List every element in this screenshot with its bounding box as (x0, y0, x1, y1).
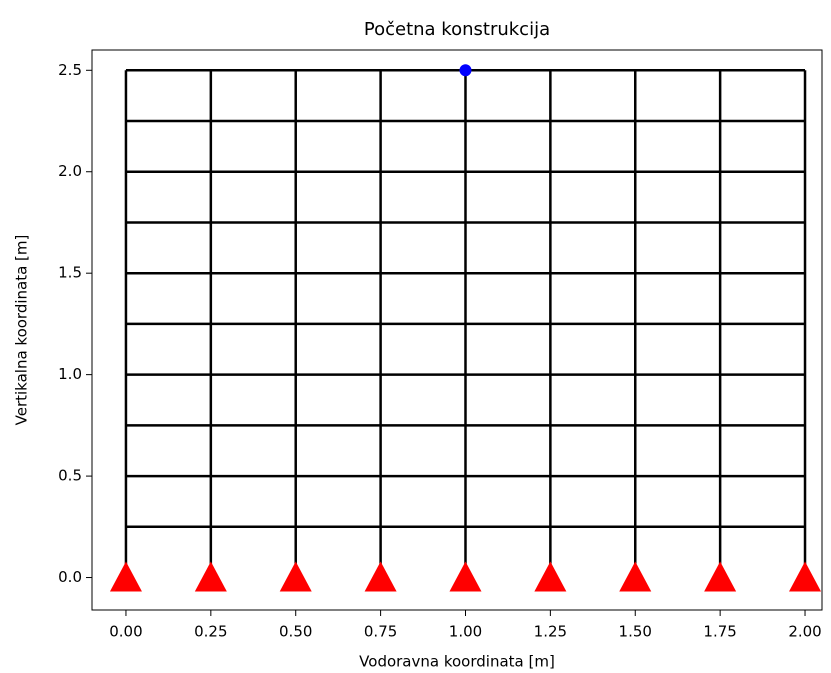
y-tick-label: 0.0 (58, 568, 82, 586)
y-tick-label: 2.0 (58, 162, 82, 180)
x-axis-label: Vodoravna koordinata [m] (359, 653, 555, 671)
support (449, 561, 482, 592)
x-tick-label: 1.25 (534, 623, 567, 641)
node-marker (459, 64, 472, 77)
support (364, 561, 397, 592)
x-tick-label: 1.50 (619, 623, 652, 641)
x-tick-label: 0.25 (194, 623, 227, 641)
y-axis-label: Vertikalna koordinata [m] (13, 235, 31, 426)
plot-frame (91, 49, 823, 611)
y-tick-label: 1.0 (58, 365, 82, 383)
y-tick-label: 2.5 (58, 61, 82, 79)
support (789, 561, 822, 592)
support (279, 561, 312, 592)
support (534, 561, 567, 592)
x-tick-label: 0.50 (279, 623, 312, 641)
x-tick-label: 1.75 (703, 623, 736, 641)
support (619, 561, 652, 592)
x-tick-label: 0.00 (109, 623, 142, 641)
chart-title: Početna konstrukcija (364, 19, 550, 40)
x-tick-label: 1.00 (449, 623, 482, 641)
support (704, 561, 737, 592)
support (109, 561, 142, 592)
x-tick-label: 2.00 (788, 623, 821, 641)
y-tick-label: 0.5 (58, 467, 82, 485)
x-tick-label: 0.75 (364, 623, 397, 641)
y-tick-label: 1.5 (58, 264, 82, 282)
support (194, 561, 227, 592)
